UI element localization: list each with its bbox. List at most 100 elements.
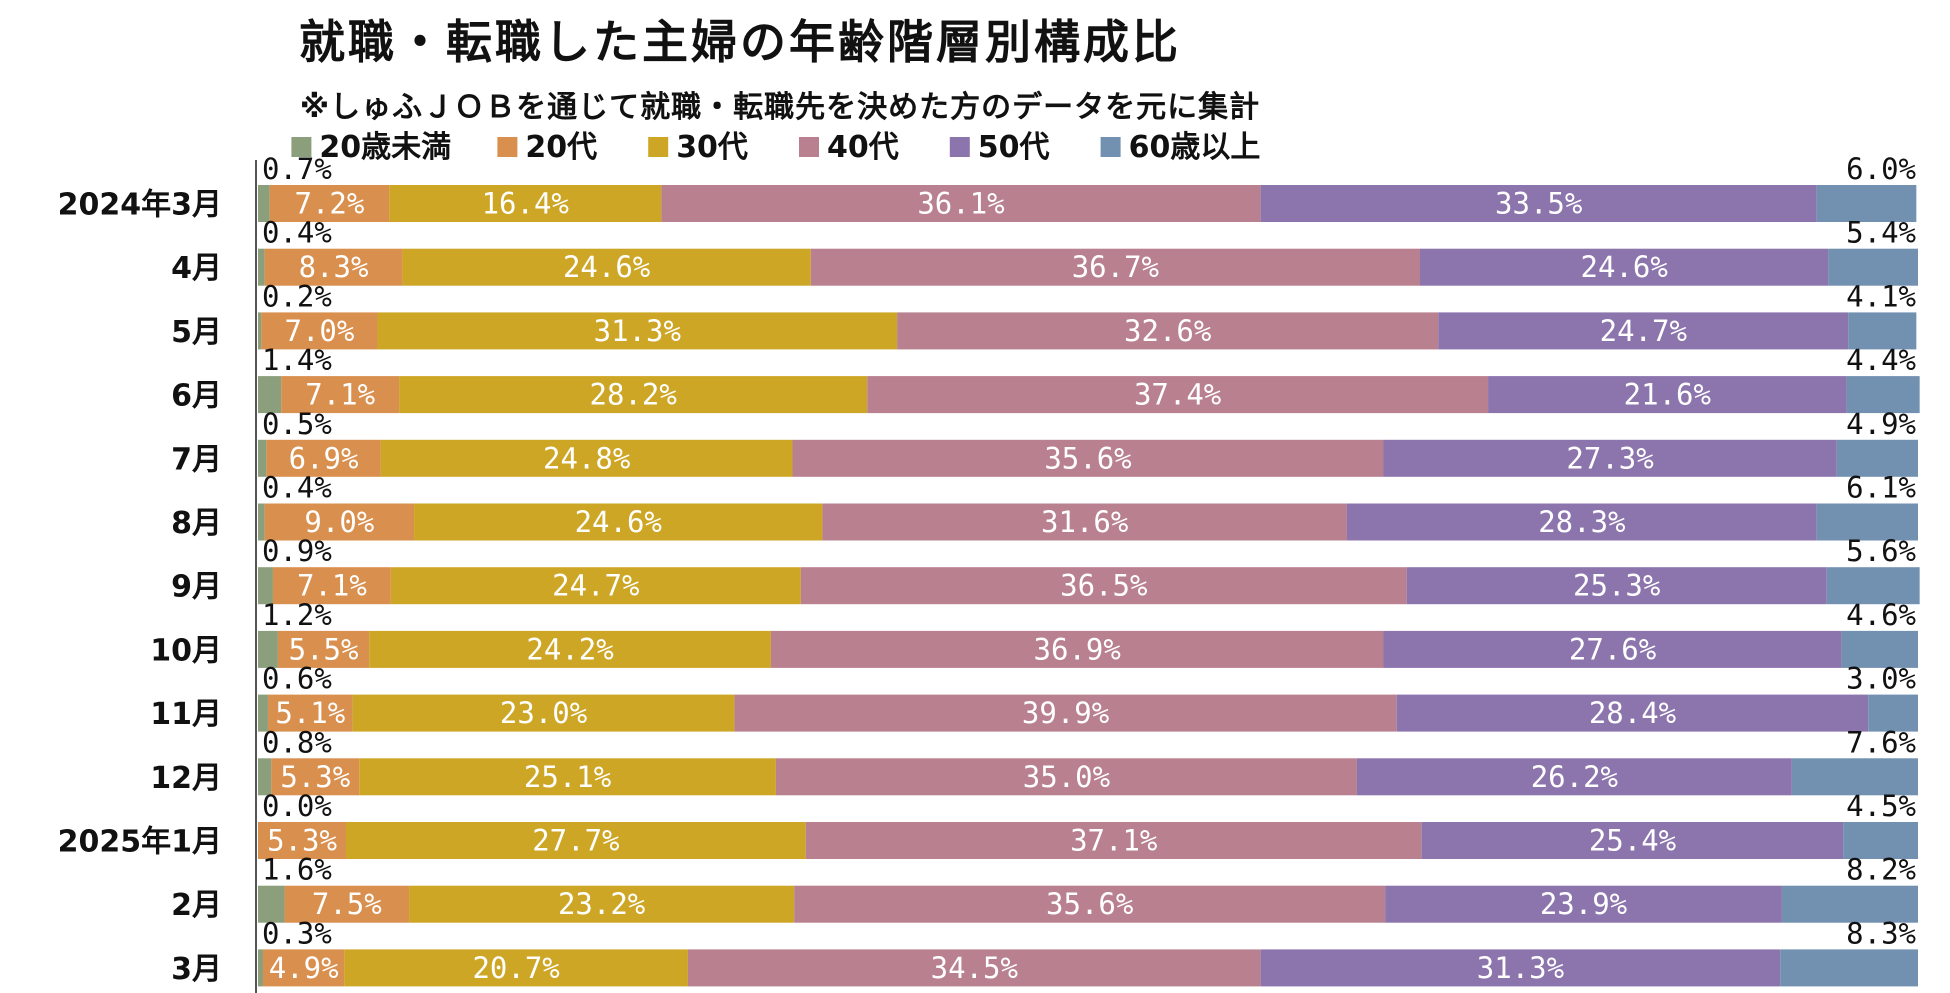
data-label-1: 5.1% (275, 696, 345, 730)
bar-segment-5 (1846, 376, 1920, 414)
data-label-0: 0.2% (262, 279, 332, 313)
data-label-3: 36.5% (1060, 569, 1147, 603)
bar-segment-3 (687, 949, 1261, 987)
bar-segment-1 (264, 248, 403, 286)
bar-segment-3 (775, 758, 1357, 796)
data-label-2: 16.4% (482, 187, 569, 221)
bar-segment-5 (1826, 567, 1920, 605)
legend-label-3: 40代 (827, 130, 899, 165)
category-label: 2月 (171, 888, 222, 923)
data-label-1: 9.0% (304, 505, 374, 539)
data-label-0: 0.3% (262, 916, 332, 950)
bar-row: 9月 0.9%7.1% 24.7% 36.5% 25.3% 5.6% (171, 534, 1920, 605)
data-label-2: 23.2% (558, 887, 645, 921)
legend-label-4: 50代 (978, 130, 1050, 165)
category-label: 12月 (150, 761, 222, 796)
category-label: 8月 (171, 506, 222, 541)
data-label-3: 36.9% (1034, 632, 1121, 666)
category-label: 2024年3月 (58, 188, 222, 223)
data-label-3: 32.6% (1124, 314, 1211, 348)
bar-segment-4 (1420, 248, 1829, 286)
bar-segment-1 (264, 503, 415, 541)
data-label-5: 3.0% (1846, 662, 1916, 696)
data-label-5: 6.0% (1846, 152, 1916, 186)
data-label-2: 24.8% (543, 441, 630, 475)
data-label-1: 5.5% (289, 632, 359, 666)
legend-label-0: 20歳未満 (319, 130, 451, 165)
bar-segment-4 (1421, 822, 1844, 859)
category-label: 4月 (171, 251, 222, 286)
legend-swatch-1 (497, 137, 518, 157)
data-label-2: 24.6% (575, 505, 662, 539)
bar-segment-0 (258, 758, 272, 796)
data-label-3: 37.4% (1134, 378, 1221, 412)
bar-segment-2 (359, 758, 776, 796)
data-label-4: 23.9% (1540, 887, 1627, 921)
bar-row: 2024年3月 0.7%7.2% 16.4% 36.1% 33.5% 6.0% (58, 152, 1917, 223)
data-label-5: 4.1% (1846, 279, 1916, 313)
data-label-0: 1.6% (262, 853, 332, 887)
data-label-0: 0.6% (262, 662, 332, 696)
data-label-4: 28.4% (1589, 696, 1676, 730)
legend-label-5: 60歳以上 (1129, 130, 1261, 165)
bar-segment-0 (258, 439, 267, 477)
data-label-4: 27.3% (1566, 441, 1653, 475)
bar-segment-5 (1780, 949, 1918, 987)
bar-segment-5 (1781, 885, 1918, 923)
bar-segment-1 (266, 439, 381, 477)
bar-segment-3 (810, 248, 1420, 286)
data-label-4: 24.6% (1581, 250, 1668, 284)
bar-row: 7月 0.5%6.9% 24.8% 35.6% 27.3% 4.9% (171, 407, 1918, 477)
bar-segment-3 (792, 439, 1384, 477)
bar-segment-2 (409, 885, 795, 923)
category-label: 5月 (171, 315, 222, 350)
bar-segment-5 (1848, 312, 1917, 350)
chart-subtitle: ※しゅふＪＯＢを通じて就職・転職先を決めた方のデータを元に集計 (299, 90, 1261, 125)
bar-segment-4 (1385, 885, 1782, 923)
bar-segment-3 (661, 185, 1261, 222)
bar-segment-0 (258, 885, 285, 923)
bar-segment-0 (258, 185, 270, 222)
data-label-2: 31.3% (594, 314, 681, 348)
data-label-0: 0.5% (262, 407, 332, 441)
data-label-1: 7.1% (297, 569, 367, 603)
bar-segment-1 (277, 630, 370, 668)
bar-row: 12月 0.8%5.3% 25.1% 35.0% 26.2% 7.6% (150, 725, 1918, 796)
data-label-4: 24.7% (1600, 314, 1687, 348)
bar-segment-0 (258, 376, 282, 414)
data-label-2: 28.2% (590, 378, 677, 412)
bar-segment-1 (271, 758, 360, 796)
data-label-4: 33.5% (1495, 187, 1582, 221)
data-label-0: 0.4% (262, 216, 332, 250)
data-label-5: 6.1% (1846, 471, 1916, 505)
data-label-1: 7.1% (305, 378, 375, 412)
data-label-0: 1.2% (262, 598, 332, 632)
bar-segment-1 (258, 822, 346, 859)
bar-segment-4 (1383, 439, 1837, 477)
bar-segment-3 (897, 312, 1439, 350)
data-label-4: 28.3% (1538, 505, 1625, 539)
bar-segment-3 (805, 822, 1422, 859)
legend-label-2: 30代 (676, 130, 748, 165)
bar-segment-0 (258, 630, 278, 668)
category-label: 10月 (150, 633, 222, 668)
bar-segment-5 (1841, 630, 1918, 668)
bar-row: 2月 1.6%7.5% 23.2% 35.6% 23.9% 8.2% (171, 853, 1918, 923)
legend: 20歳未満 20代 30代 40代 50代 60歳以上 (291, 130, 1260, 165)
bar-segment-0 (258, 694, 268, 732)
data-label-5: 5.4% (1846, 216, 1916, 250)
bar-segment-4 (1356, 758, 1792, 796)
data-label-5: 4.6% (1846, 598, 1916, 632)
data-label-3: 35.6% (1044, 441, 1131, 475)
bar-segment-2 (380, 439, 793, 477)
bar-segment-2 (345, 822, 806, 859)
bar-row: 2025年1月 0.0%5.3% 27.7% 37.1% 25.4% 4.5% (58, 789, 1918, 860)
data-label-3: 35.6% (1046, 887, 1133, 921)
bar-segment-0 (258, 312, 262, 350)
data-label-0: 0.7% (262, 152, 332, 186)
bar-segment-4 (1260, 185, 1817, 222)
bar-segment-2 (389, 185, 662, 222)
bar-segment-4 (1346, 503, 1817, 541)
data-label-0: 0.9% (262, 534, 332, 568)
